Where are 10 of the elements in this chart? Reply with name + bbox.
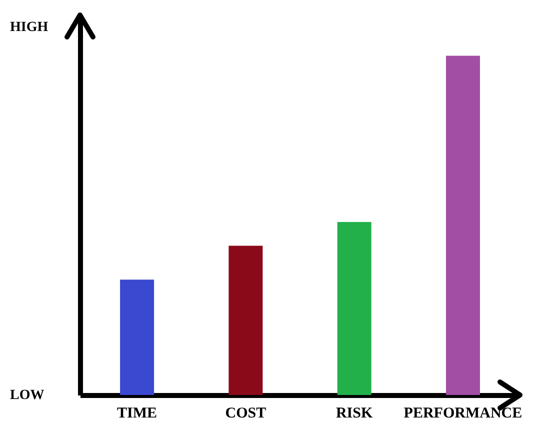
text: HIGH: [10, 20, 48, 35]
x-tick-label: RISK: [336, 406, 373, 422]
x-tick-label: COST: [225, 406, 266, 422]
x-tick-label: PERFORMANCE: [404, 406, 522, 422]
bar: [120, 280, 154, 395]
bar: [228, 246, 263, 395]
bar: [337, 222, 372, 395]
x-tick-label: TIME: [117, 406, 158, 422]
text: LOW: [10, 388, 44, 403]
bar: [446, 56, 480, 395]
